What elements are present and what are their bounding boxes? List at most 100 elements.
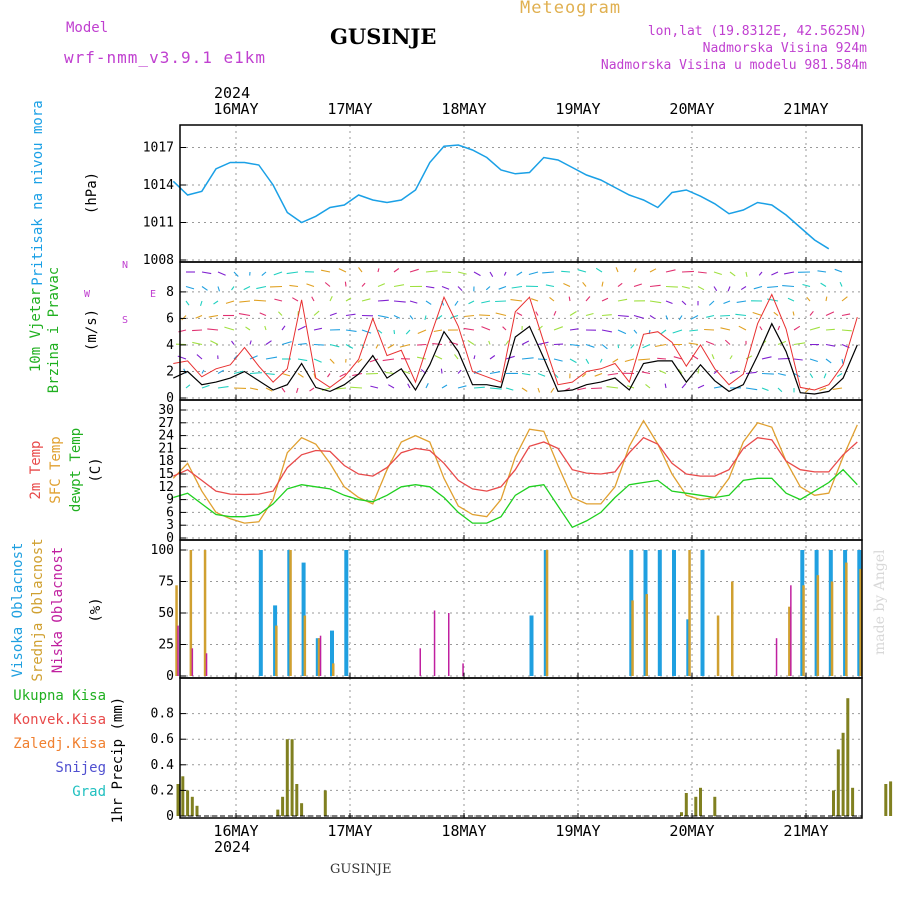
wind-barb (297, 373, 304, 378)
wind-barb (329, 312, 337, 317)
wind-barb (697, 286, 705, 291)
t2m-line (173, 436, 858, 496)
wind-barb (261, 271, 267, 277)
wind-barb (249, 340, 252, 345)
wind-barb (672, 329, 683, 334)
wind-barb (664, 383, 667, 389)
wind-barb (224, 326, 235, 331)
wind-barb (274, 298, 283, 302)
wind-barb (642, 343, 651, 349)
wind-barb (577, 269, 587, 273)
wind-barb (313, 343, 324, 346)
wind-barb (177, 355, 187, 360)
y-tick-label: 9 (166, 493, 174, 508)
wind-barb (292, 297, 299, 302)
wind-barb (521, 387, 528, 392)
wind-barb (505, 387, 514, 391)
wind-barb (594, 372, 603, 377)
wind-barb (505, 340, 510, 345)
wind-barb (595, 267, 603, 273)
precip-bar (300, 803, 304, 816)
cloud-bar (189, 550, 193, 676)
wind-barb (495, 300, 507, 303)
wind-barb (630, 344, 635, 349)
wind-barb (601, 329, 613, 333)
model-label: Model (66, 20, 109, 36)
wind-barb (511, 285, 523, 289)
wind-barb (793, 342, 806, 346)
year-bottom: 2024 (214, 838, 251, 856)
wind-barb (463, 327, 475, 331)
x-tick-label-bottom: 17MAY (327, 822, 372, 840)
wind-barb (641, 371, 651, 375)
wind-barb (537, 358, 547, 361)
cloud-bar (419, 648, 421, 676)
wind-barb (441, 285, 450, 290)
wind-barb (217, 369, 224, 374)
precip-bar (186, 790, 190, 816)
dir-legend-w: W (84, 289, 91, 300)
wind-barb (488, 340, 491, 345)
wind-barb (568, 296, 571, 302)
wind-barb (729, 370, 738, 375)
cloud-bar (529, 615, 534, 676)
wind-barb (388, 384, 395, 389)
wind-barb (752, 311, 763, 317)
wind-barb (201, 369, 205, 374)
wind-barb (817, 270, 827, 273)
y-tick-label: 25 (158, 638, 174, 653)
wind-barb (553, 326, 563, 331)
wind-barb (825, 358, 832, 364)
precip-bar (841, 732, 845, 816)
wind-barb (569, 358, 577, 364)
x-tick-label-top: 17MAY (327, 100, 372, 118)
wind-barb (377, 268, 380, 273)
wind-barb (832, 387, 843, 390)
wind-barb (569, 328, 579, 331)
wind-barb (338, 268, 347, 273)
wind-barb (425, 383, 429, 389)
wind-barb (617, 282, 623, 287)
wind-barb (265, 340, 272, 345)
wind-unit-label: (m/s) (84, 309, 100, 351)
wind-barb (758, 271, 763, 276)
wind-barb (516, 271, 523, 276)
wind-barb (313, 358, 322, 363)
wind-barb (792, 311, 795, 316)
wind-barb (713, 286, 718, 292)
precip-bar (694, 796, 698, 816)
y-tick-label: 6 (166, 505, 174, 520)
wind-barb (673, 356, 683, 360)
cloud-bar (448, 613, 450, 676)
temp-unit-label: (C) (88, 457, 104, 482)
wind-barb (320, 269, 331, 273)
wind-barb (660, 329, 667, 335)
wind-barb (407, 383, 411, 389)
wind-barb (599, 358, 603, 363)
cloud-bar (462, 663, 464, 676)
wind-barb (425, 270, 438, 273)
wind-barb (537, 325, 543, 331)
wind-barb (711, 354, 715, 360)
y-tick-label: 30 (158, 403, 174, 418)
wind-barb (659, 369, 667, 375)
wind-barb (606, 386, 619, 389)
precip-bar (699, 787, 702, 816)
wind-barb (192, 329, 203, 332)
wind-barb (297, 343, 307, 346)
cloud-high-label: Visoka Oblacnost (10, 543, 26, 678)
wind-barb (819, 387, 827, 392)
x-tick-label-bottom: 16MAY (213, 822, 258, 840)
y-tick-label: 27 (158, 416, 174, 431)
wind-barb (281, 372, 291, 377)
wind-barb (327, 373, 331, 378)
wind-axis-label-1: 10m Vjetar (28, 288, 44, 372)
precip-bar (295, 784, 299, 816)
cloud-mid-label: Srednja Oblacnost (30, 538, 46, 681)
wind-barb (655, 343, 667, 348)
wind-barb (281, 387, 286, 393)
wind-barb (720, 314, 731, 317)
wind-barb (537, 372, 546, 377)
wind-barb (273, 271, 283, 276)
x-tick-label-bottom: 18MAY (441, 822, 486, 840)
